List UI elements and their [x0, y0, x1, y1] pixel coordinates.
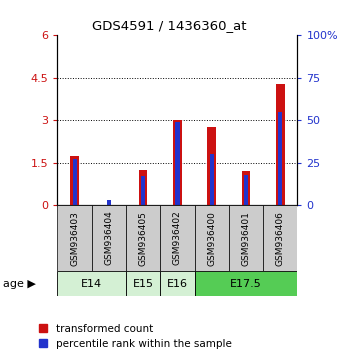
- Bar: [208, 127, 216, 205]
- Text: E15: E15: [133, 279, 154, 289]
- Bar: [175, 122, 179, 205]
- FancyBboxPatch shape: [160, 271, 195, 296]
- FancyBboxPatch shape: [57, 271, 126, 296]
- Text: E14: E14: [81, 279, 102, 289]
- FancyBboxPatch shape: [195, 271, 297, 296]
- Text: GDS4591 / 1436360_at: GDS4591 / 1436360_at: [92, 19, 246, 33]
- Text: GSM936403: GSM936403: [70, 211, 79, 266]
- Text: E17.5: E17.5: [230, 279, 262, 289]
- Bar: [242, 171, 250, 205]
- FancyBboxPatch shape: [126, 271, 160, 296]
- FancyBboxPatch shape: [57, 205, 92, 271]
- FancyBboxPatch shape: [263, 205, 297, 271]
- Bar: [139, 170, 147, 205]
- Legend: transformed count, percentile rank within the sample: transformed count, percentile rank withi…: [39, 324, 232, 349]
- FancyBboxPatch shape: [229, 205, 263, 271]
- Text: GSM936400: GSM936400: [207, 211, 216, 266]
- FancyBboxPatch shape: [126, 205, 160, 271]
- Text: GSM936406: GSM936406: [276, 211, 285, 266]
- Bar: [70, 156, 79, 205]
- Bar: [107, 200, 111, 205]
- Bar: [278, 112, 282, 205]
- FancyBboxPatch shape: [160, 205, 195, 271]
- Bar: [210, 154, 214, 205]
- FancyBboxPatch shape: [92, 205, 126, 271]
- Text: GSM936401: GSM936401: [242, 211, 250, 266]
- Text: GSM936405: GSM936405: [139, 211, 148, 266]
- Bar: [73, 159, 77, 205]
- Bar: [141, 176, 145, 205]
- Text: GSM936402: GSM936402: [173, 211, 182, 266]
- FancyBboxPatch shape: [195, 205, 229, 271]
- Text: E16: E16: [167, 279, 188, 289]
- Bar: [244, 175, 248, 205]
- Bar: [276, 84, 285, 205]
- Text: age ▶: age ▶: [3, 279, 36, 289]
- Bar: [173, 120, 182, 205]
- Text: GSM936404: GSM936404: [104, 211, 113, 266]
